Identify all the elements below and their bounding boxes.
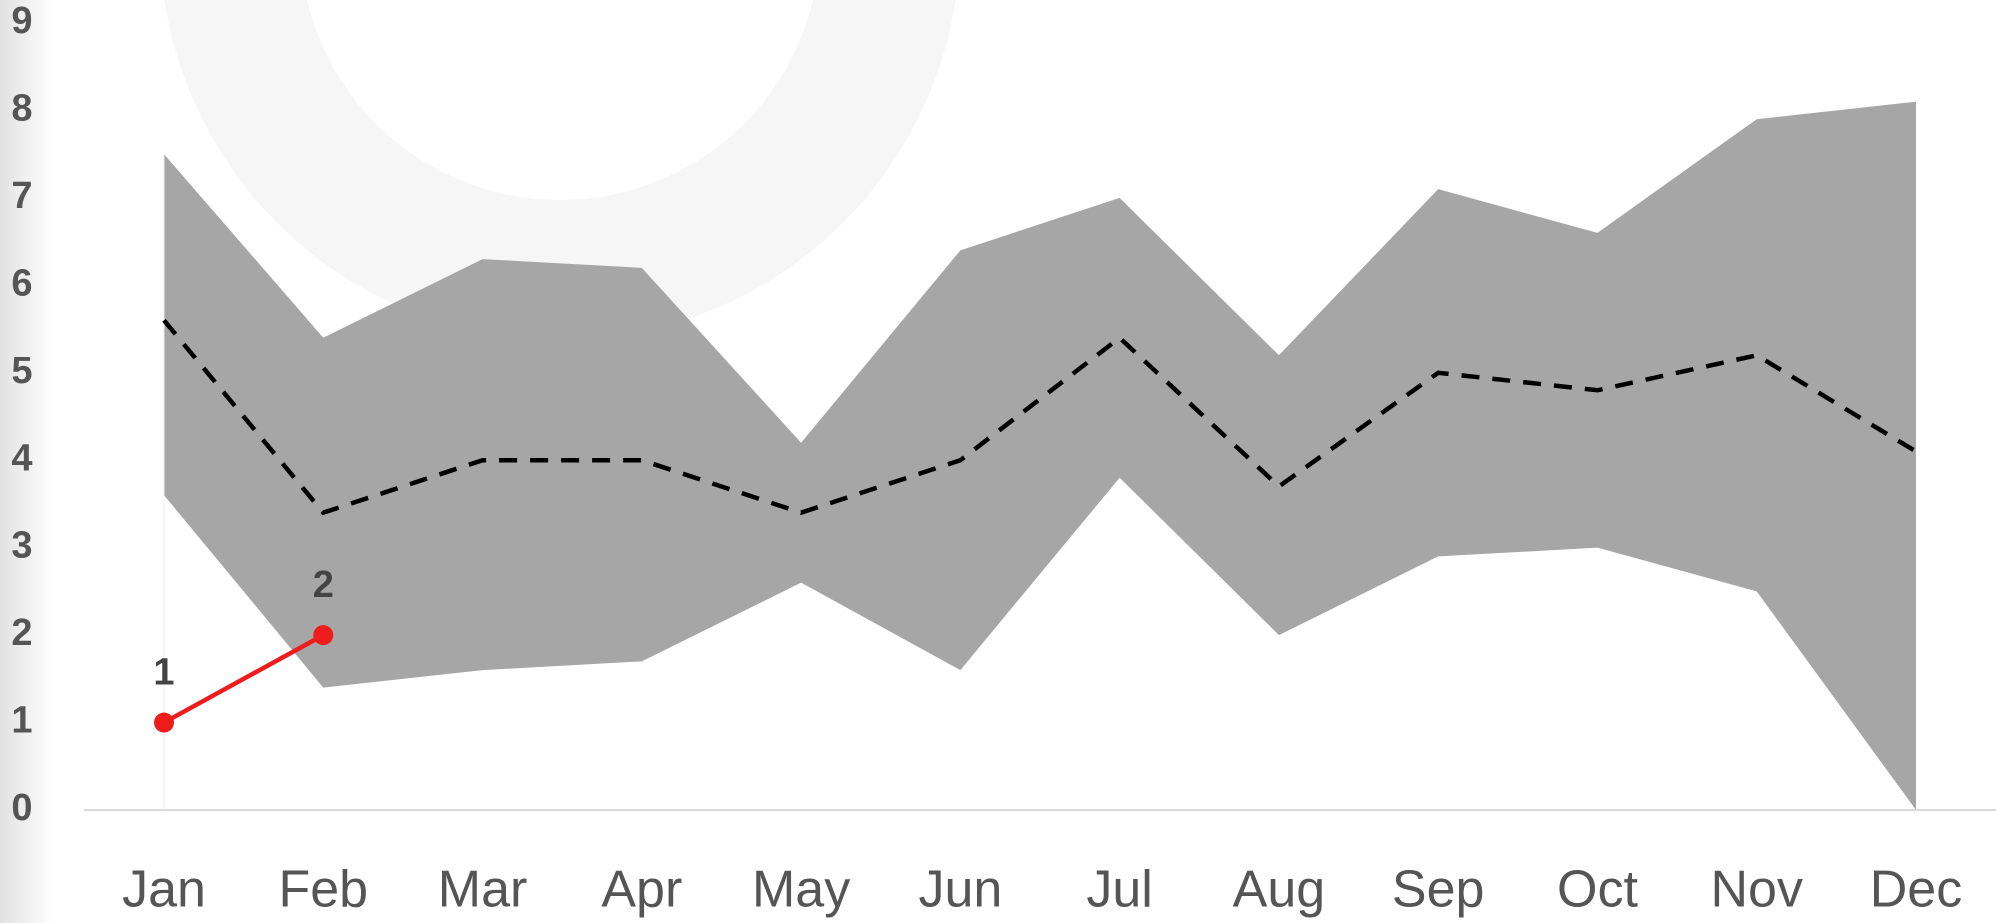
- data-point: [154, 712, 174, 733]
- data-label: 2: [313, 564, 334, 606]
- x-tick-label: Aug: [1233, 861, 1326, 919]
- x-tick-label: Mar: [438, 861, 528, 919]
- x-tick-label: Jun: [918, 861, 1002, 919]
- x-tick-label: Dec: [1870, 861, 1962, 919]
- y-tick-label: 7: [11, 175, 32, 217]
- y-tick-label: 1: [11, 700, 32, 742]
- series-line: [162, 318, 1918, 516]
- data-point: [313, 625, 334, 646]
- y-tick-label: 9: [11, 0, 32, 42]
- y-tick-label: 6: [11, 262, 32, 304]
- side-shade: [0, 0, 54, 923]
- data-label: 1: [153, 652, 174, 694]
- x-tick-label: Jan: [122, 861, 206, 919]
- background-decor: [164, 0, 956, 340]
- y-tick-label: 2: [11, 612, 32, 654]
- y-tick-label: 3: [11, 525, 32, 567]
- x-tick-label: Apr: [601, 861, 682, 919]
- x-tick-label: Sep: [1392, 861, 1485, 919]
- y-tick-label: 5: [11, 350, 32, 392]
- series-line: [162, 633, 325, 725]
- y-tick-label: 4: [11, 437, 32, 479]
- x-tick-label: Feb: [278, 861, 368, 919]
- x-tick-label: May: [752, 861, 850, 919]
- range-band: [164, 101, 1916, 810]
- x-tick-label: Oct: [1557, 861, 1638, 919]
- x-tick-label: Nov: [1710, 861, 1802, 919]
- x-tick-label: Jul: [1086, 861, 1152, 919]
- y-tick-label: 0: [11, 787, 32, 829]
- y-tick-label: 8: [11, 87, 32, 129]
